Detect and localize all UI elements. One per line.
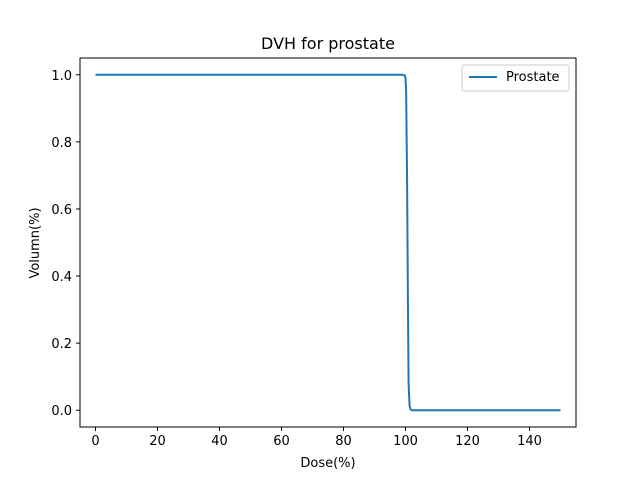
legend: Prostate xyxy=(461,64,570,92)
x-tick-label: 140 xyxy=(517,434,542,449)
x-tick-label: 100 xyxy=(393,434,418,449)
y-tick-label: 0.2 xyxy=(51,337,72,352)
y-tick-label: 0.4 xyxy=(51,270,72,285)
plot-area-frame xyxy=(79,57,577,428)
y-tick-label: 0.0 xyxy=(51,404,72,419)
series-layer xyxy=(95,73,561,412)
x-tick-label: 40 xyxy=(211,434,228,449)
series-line-prostate xyxy=(95,73,561,412)
x-tick-label: 120 xyxy=(455,434,480,449)
y-tick-label: 0.6 xyxy=(51,203,72,218)
x-tick-label: 60 xyxy=(273,434,290,449)
x-axis-label: Dose(%) xyxy=(300,456,355,471)
y-tick-label: 1.0 xyxy=(51,69,72,84)
x-axis-ticks: 0 20 40 60 80 100 120 140 xyxy=(91,427,542,449)
legend-label-prostate: Prostate xyxy=(506,70,560,85)
y-axis-label: Volumn(%) xyxy=(28,207,43,278)
y-axis-ticks: 0.0 0.2 0.4 0.6 0.8 1.0 xyxy=(51,69,80,419)
chart-title: DVH for prostate xyxy=(261,34,395,53)
x-tick-label: 80 xyxy=(335,434,352,449)
legend-box xyxy=(461,64,570,92)
y-tick-label: 0.8 xyxy=(51,136,72,151)
x-tick-label: 0 xyxy=(91,434,99,449)
x-tick-label: 20 xyxy=(149,434,166,449)
